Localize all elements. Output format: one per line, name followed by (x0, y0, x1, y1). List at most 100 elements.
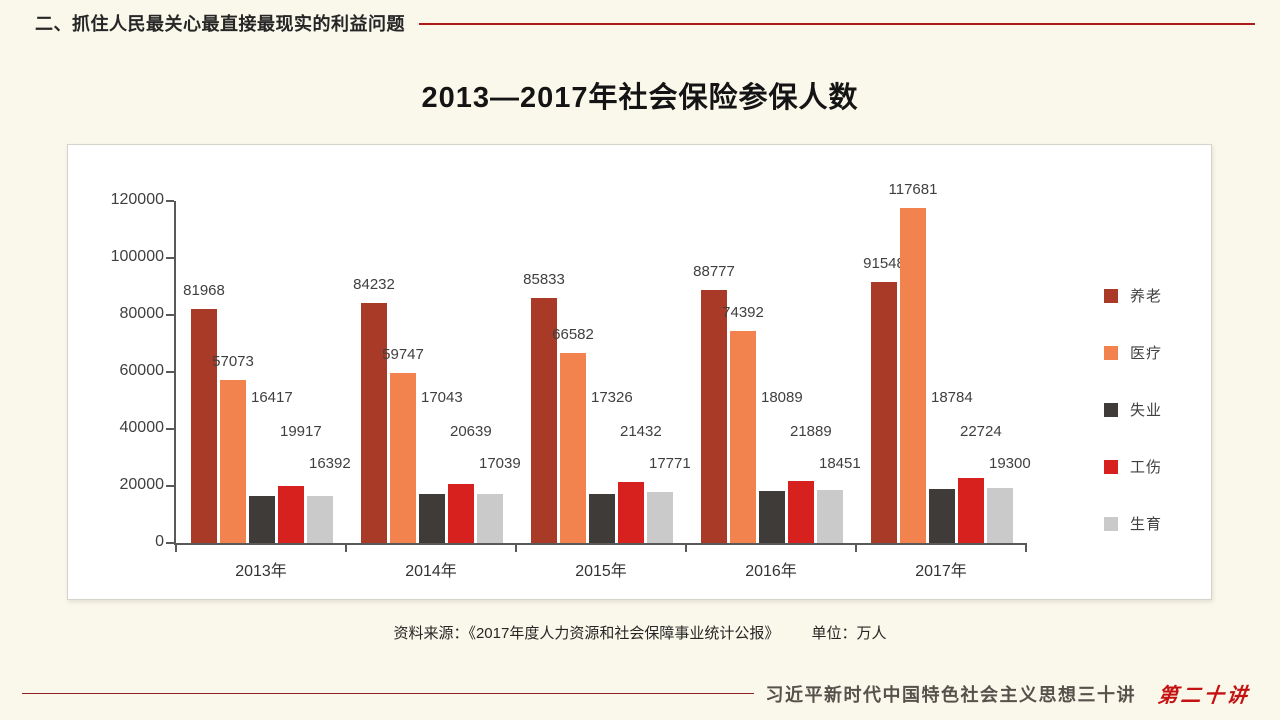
bar-生育-2014年 (477, 494, 503, 543)
legend-item-生育: 生育 (1104, 513, 1162, 534)
bar-value-label: 21889 (790, 423, 832, 440)
legend-item-失业: 失业 (1104, 399, 1162, 420)
bar-养老-2014年 (361, 302, 387, 543)
y-tick-label: 100000 (110, 248, 164, 265)
bar-value-label: 19917 (280, 423, 322, 440)
bar-value-label: 19300 (989, 455, 1031, 472)
x-category-label: 2016年 (745, 563, 797, 580)
bar-value-label: 84232 (353, 275, 395, 293)
y-tick-label: 60000 (119, 362, 165, 379)
y-tick-label: 40000 (119, 419, 165, 436)
bar-工伤-2015年 (618, 481, 644, 543)
bar-失业-2014年 (419, 494, 445, 543)
bar-养老-2016年 (701, 289, 727, 543)
bar-value-label: 117681 (888, 180, 938, 198)
y-tick (166, 485, 174, 487)
bar-value-label: 20639 (450, 423, 492, 440)
bar-value-label: 21432 (620, 423, 662, 440)
bar-失业-2013年 (249, 496, 275, 543)
y-tick-label: 80000 (119, 305, 165, 322)
bar-value-label: 18451 (819, 455, 861, 472)
bar-value-label: 18089 (761, 389, 803, 406)
bar-养老-2017年 (871, 282, 897, 543)
x-tick (1025, 543, 1027, 552)
legend-item-医疗: 医疗 (1104, 342, 1162, 363)
unit-label: 单位：万人 (811, 625, 887, 642)
bar-value-label: 57073 (212, 353, 254, 371)
bar-工伤-2017年 (958, 478, 984, 543)
x-axis-line (174, 543, 1026, 545)
chart-title: 2013—2017年社会保险参保人数 (421, 82, 859, 114)
footer-rule-line (22, 692, 754, 695)
y-tick (166, 257, 174, 259)
legend-label: 失业 (1130, 402, 1163, 419)
bar-value-label: 18784 (931, 389, 973, 406)
y-tick (166, 371, 174, 373)
x-category-label: 2017年 (915, 563, 967, 580)
y-tick (166, 200, 174, 202)
legend-label: 生育 (1130, 516, 1163, 533)
y-tick-label: 20000 (119, 476, 165, 493)
bar-医疗-2014年 (390, 372, 416, 543)
source-text: 资料来源：《2017年度人力资源和社会保障事业统计公报》 (393, 625, 780, 642)
legend-swatch-工伤 (1104, 459, 1118, 474)
bar-value-label: 17039 (479, 455, 521, 472)
bar-医疗-2017年 (900, 207, 926, 543)
bar-生育-2015年 (647, 492, 673, 543)
source-note: 资料来源：《2017年度人力资源和社会保障事业统计公报》 单位：万人 (0, 622, 1280, 643)
bar-value-label: 74392 (722, 303, 764, 321)
legend-swatch-医疗 (1104, 345, 1118, 360)
bar-value-label: 17326 (591, 389, 633, 406)
bar-value-label: 17043 (421, 389, 463, 406)
bar-value-label: 85833 (523, 271, 565, 289)
bar-医疗-2016年 (730, 330, 756, 543)
footer-book-title: 习近平新时代中国特色社会主义思想三十讲 (765, 684, 1136, 705)
y-tick-label: 0 (155, 533, 164, 550)
slide-footer: 习近平新时代中国特色社会主义思想三十讲 第二十讲 (22, 679, 1251, 708)
y-tick (166, 542, 174, 544)
bar-失业-2015年 (589, 493, 615, 543)
y-tick-label: 120000 (110, 191, 164, 208)
header-rule-line (419, 23, 1255, 25)
legend-swatch-养老 (1104, 288, 1118, 303)
bar-value-label: 66582 (552, 326, 594, 344)
bar-value-label: 16417 (251, 389, 293, 406)
legend-item-养老: 养老 (1104, 285, 1162, 306)
x-category-label: 2013年 (235, 563, 287, 580)
bar-value-label: 22724 (960, 423, 1002, 440)
bar-生育-2017年 (987, 487, 1013, 543)
x-tick (345, 543, 347, 552)
bar-工伤-2013年 (278, 486, 304, 543)
bar-医疗-2013年 (220, 380, 246, 543)
y-axis-line (174, 201, 176, 543)
legend-swatch-失业 (1104, 402, 1118, 417)
legend-label: 工伤 (1130, 459, 1163, 476)
x-tick (855, 543, 857, 552)
x-category-label: 2014年 (405, 563, 457, 580)
x-tick (685, 543, 687, 552)
legend-swatch-生育 (1104, 516, 1118, 531)
section-heading: 二、抓住人民最关心最直接最现实的利益问题 (35, 14, 405, 34)
y-tick (166, 428, 174, 430)
legend-item-工伤: 工伤 (1104, 456, 1162, 477)
bar-生育-2013年 (307, 496, 333, 543)
x-tick (515, 543, 517, 552)
bar-生育-2016年 (817, 490, 843, 543)
legend-label: 养老 (1130, 288, 1163, 305)
bar-value-label: 17771 (649, 455, 691, 472)
chart-panel: 养老医疗失业工伤生育 120000 100000 80000 60000 40000 20… (67, 144, 1212, 600)
bar-value-label: 59747 (382, 345, 424, 363)
bar-value-label: 88777 (693, 262, 735, 280)
bar-失业-2016年 (759, 491, 785, 543)
chart-legend: 养老医疗失业工伤生育 (1104, 285, 1162, 534)
x-tick (175, 543, 177, 552)
bar-医疗-2015年 (560, 353, 586, 543)
footer-lecture-number: 第二十讲 (1156, 685, 1251, 707)
bar-value-label: 16392 (309, 455, 351, 472)
legend-label: 医疗 (1130, 345, 1163, 362)
bar-value-label: 91548 (863, 255, 905, 273)
bar-工伤-2014年 (448, 484, 474, 543)
y-tick (166, 314, 174, 316)
bar-失业-2017年 (929, 489, 955, 543)
x-category-label: 2015年 (575, 563, 627, 580)
